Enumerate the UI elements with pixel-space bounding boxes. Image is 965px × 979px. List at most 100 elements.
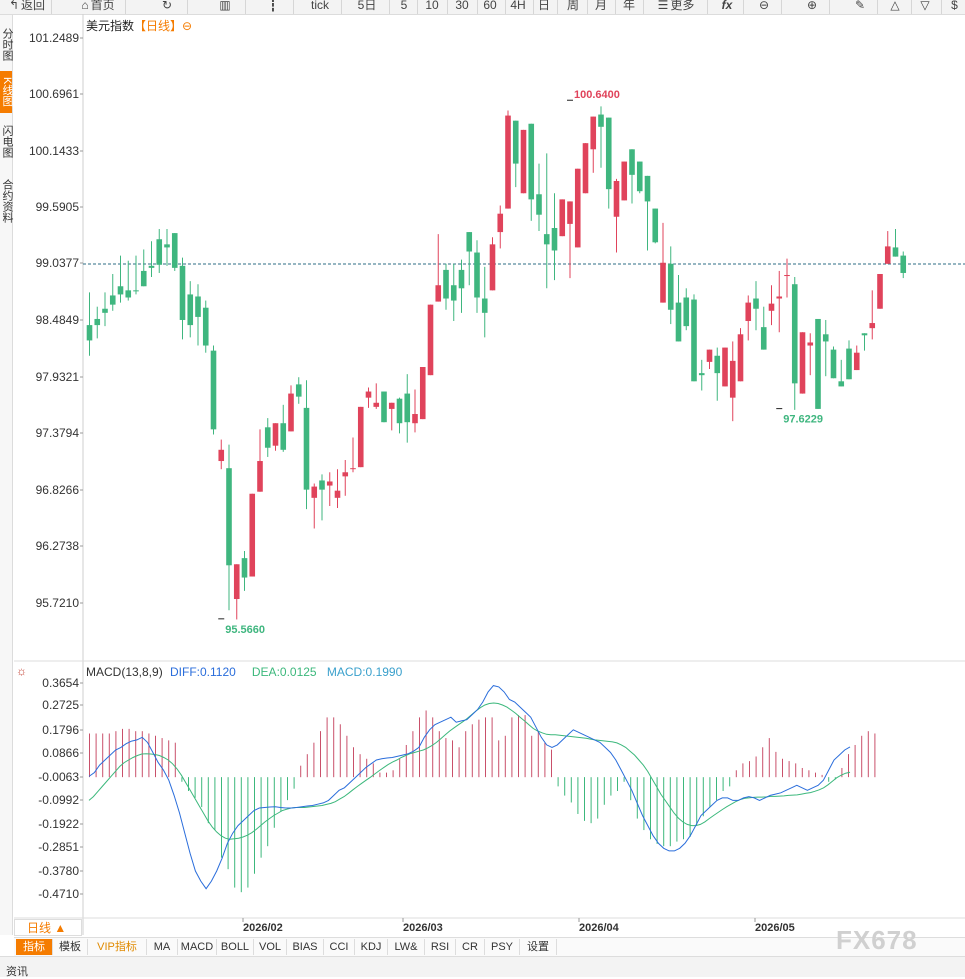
candle-body xyxy=(776,296,783,299)
y-tick-label: 100.1433 xyxy=(29,144,79,158)
candle-body xyxy=(210,350,217,430)
indicator-tab-vol[interactable]: VOL xyxy=(254,939,287,955)
candle-body xyxy=(350,468,356,470)
side-tab-2[interactable]: 闪电图 xyxy=(1,124,13,158)
indicator-tab-psy[interactable]: PSY xyxy=(485,939,520,955)
candle-body xyxy=(249,493,256,577)
candle-body xyxy=(768,303,775,311)
candle-body xyxy=(621,161,628,201)
indicator-tab-boll[interactable]: BOLL xyxy=(217,939,254,955)
triangle-down-toolbar-button[interactable]: ▽ xyxy=(912,0,940,14)
indicator-tab-cr[interactable]: CR xyxy=(456,939,485,955)
candle-body xyxy=(195,296,201,317)
candle-body xyxy=(753,298,759,309)
toolbar-label: 4H xyxy=(510,0,526,12)
toolbar-divider xyxy=(505,0,506,14)
period-15-toolbar-button[interactable]: 年 xyxy=(616,0,642,14)
candle-body xyxy=(218,449,225,462)
triangle-up-toolbar-button[interactable]: △ xyxy=(882,0,910,14)
indicator-tab-模板[interactable]: 模板 xyxy=(53,939,88,955)
period-10-toolbar-button[interactable]: 60 xyxy=(476,0,504,14)
pen-toolbar-button[interactable]: ✎ xyxy=(846,0,876,14)
side-tab-1[interactable]: K线图 xyxy=(0,71,13,113)
news-label[interactable]: 资讯 xyxy=(6,966,28,978)
toolbar-label: 返回 xyxy=(21,0,46,12)
settings-gear-icon[interactable]: ☼ xyxy=(16,664,27,678)
candle-body xyxy=(884,246,891,264)
candle-body xyxy=(567,201,573,224)
candle-body xyxy=(644,175,651,202)
period-13-toolbar-button[interactable]: 周 xyxy=(560,0,586,14)
period-17-toolbar-button[interactable]: fx xyxy=(712,0,742,14)
toolbar-label: 月 xyxy=(594,0,607,12)
zoom-in-icon: ⊕ xyxy=(806,0,818,12)
toolbar-divider xyxy=(389,0,390,14)
dollar-toolbar-button[interactable]: $ xyxy=(942,0,965,14)
back-arrow-toolbar-button[interactable]: ↰ 返回 xyxy=(4,0,50,14)
period-selector-button[interactable]: 日线 ▲ xyxy=(14,919,82,936)
toolbar-label: 10 xyxy=(425,0,439,12)
x-tick-label: 2026/05 xyxy=(755,922,795,934)
toolbar-label: 5 xyxy=(400,0,408,12)
candle-body xyxy=(675,302,682,342)
indicator-tab-lw&[interactable]: LW& xyxy=(388,939,425,955)
indicator-tab-bar: 指标 模板 VIP指标 MA MACD BOLL VOL BIAS CCI KDJ LW& RSI CR… xyxy=(14,937,965,956)
toolbar-divider xyxy=(829,0,830,14)
indicator-tab-cci[interactable]: CCI xyxy=(324,939,355,955)
y-tick-label: 99.5905 xyxy=(36,200,80,214)
candle-body xyxy=(303,407,310,490)
side-tab-0[interactable]: 分时图 xyxy=(1,27,13,61)
refresh-toolbar-button[interactable]: ↻ xyxy=(150,0,186,14)
candle-body xyxy=(660,262,666,303)
triangle-down-icon: ▽ xyxy=(920,0,930,12)
indicator-tab-vip指标[interactable]: VIP指标 xyxy=(88,939,147,955)
menu-toolbar-button[interactable]: ☰ 更多 xyxy=(646,0,706,14)
period-9-toolbar-button[interactable]: 30 xyxy=(448,0,476,14)
bar-chart-toolbar-button[interactable]: ▥ xyxy=(208,0,244,14)
zoom-in-toolbar-button[interactable]: ⊕ xyxy=(798,0,828,14)
indicator-tab-ma[interactable]: MA xyxy=(147,939,178,955)
indicator-tab-设置[interactable]: 设置 xyxy=(520,939,557,955)
candle-body xyxy=(264,427,271,448)
candle-body xyxy=(698,373,705,376)
toolbar-divider xyxy=(911,0,912,14)
period-12-toolbar-button[interactable]: 日 xyxy=(532,0,556,14)
candle-body xyxy=(365,391,372,398)
zoom-out-toolbar-button[interactable]: ⊖ xyxy=(750,0,780,14)
indicator-tab-指标[interactable]: 指标 xyxy=(16,939,53,955)
toolbar-divider xyxy=(707,0,708,14)
period-14-toolbar-button[interactable]: 月 xyxy=(588,0,614,14)
macd-y-tick-label: 0.1796 xyxy=(42,723,79,737)
candle-body xyxy=(427,304,434,376)
top-toolbar: ↰ 返回 ⌂ 首页 ↻ ▥ ┇ tick 5日 5 10 30 60 4H 日 周 月 年 ☰ 更多 fx ⊖ ⊕ ✎ △ ▽ $ xyxy=(0,0,965,15)
period-11-toolbar-button[interactable]: 4H xyxy=(504,0,532,14)
candle-body xyxy=(505,115,511,209)
candle-toolbar-button[interactable]: ┇ xyxy=(256,0,292,14)
period-5-toolbar-button[interactable]: tick xyxy=(300,0,340,14)
indicator-tab-bias[interactable]: BIAS xyxy=(287,939,324,955)
x-tick-label: 2026/04 xyxy=(579,922,620,934)
indicator-tab-macd[interactable]: MACD xyxy=(178,939,217,955)
toolbar-divider xyxy=(293,0,294,14)
side-tab-3[interactable]: 合约资料 xyxy=(1,179,13,223)
toolbar-label: 30 xyxy=(455,0,469,12)
y-tick-label: 99.0377 xyxy=(36,256,80,270)
pen-icon: ✎ xyxy=(854,0,866,12)
y-tick-label: 97.3794 xyxy=(36,426,80,440)
toolbar-divider xyxy=(557,0,558,14)
candle-body xyxy=(559,199,566,237)
macd-legend-item: DIFF:0.1120 xyxy=(170,665,236,679)
period-6-toolbar-button[interactable]: 5日 xyxy=(346,0,388,14)
home-toolbar-button[interactable]: ⌂ 首页 xyxy=(72,0,124,14)
candle-body xyxy=(458,269,465,289)
period-7-toolbar-button[interactable]: 5 xyxy=(392,0,416,14)
candle-body xyxy=(489,244,496,291)
indicator-tab-kdj[interactable]: KDJ xyxy=(355,939,388,955)
candle-body xyxy=(404,393,411,423)
indicator-tab-rsi[interactable]: RSI xyxy=(425,939,456,955)
candle-body xyxy=(280,423,287,450)
candle-body xyxy=(838,381,845,387)
toolbar-divider xyxy=(615,0,616,14)
period-8-toolbar-button[interactable]: 10 xyxy=(418,0,446,14)
